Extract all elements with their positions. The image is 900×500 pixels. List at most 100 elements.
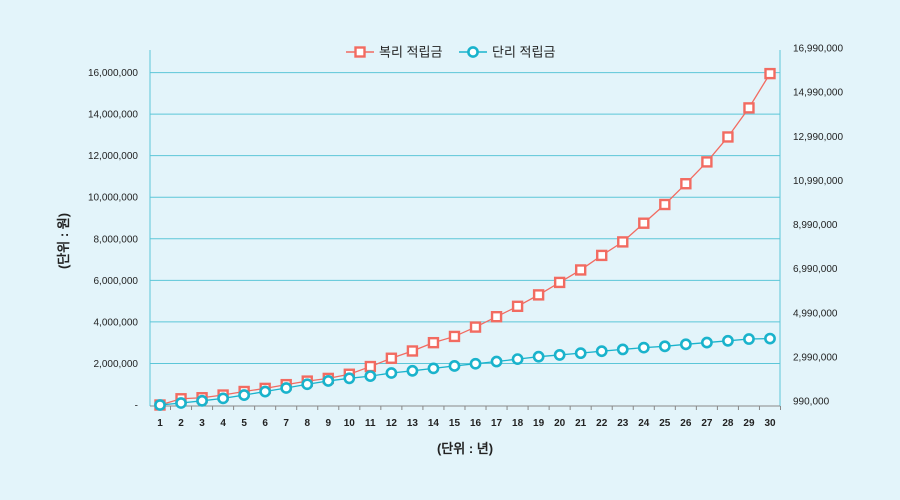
x-tick-label: 23	[617, 418, 629, 429]
series-2-point	[322, 375, 335, 387]
right-tick-label: 14,990,000	[793, 88, 843, 99]
series-2-point	[343, 372, 356, 385]
series-2-point	[259, 385, 272, 398]
series-1-point	[469, 321, 482, 333]
x-tick-label: 19	[533, 418, 545, 429]
left-tick-label: 8,000,000	[94, 234, 139, 245]
series-1-point	[553, 276, 566, 289]
right-tick-label: 8,990,000	[793, 220, 838, 231]
x-tick-label: 9	[325, 418, 331, 429]
x-tick-label: 5	[241, 418, 247, 429]
legend-label-1: 복리 적립금	[379, 45, 442, 60]
left-tick-label: 12,000,000	[88, 151, 138, 162]
x-tick-label: 18	[512, 418, 524, 429]
series-2-point	[490, 355, 503, 368]
legend-marker-square	[354, 46, 366, 58]
x-tick-label: 10	[344, 418, 356, 429]
series-1-point	[490, 310, 503, 323]
series-2-point	[427, 362, 440, 375]
left-tick-label: 2,000,000	[94, 359, 139, 370]
right-tick-label: 10,990,000	[793, 176, 843, 187]
right-tick-label: 990,000	[793, 397, 830, 408]
x-tick-label: 3	[199, 418, 205, 429]
x-tick-label: 17	[491, 418, 503, 429]
series-1-point	[617, 236, 629, 248]
left-tick-label: 6,000,000	[94, 276, 139, 287]
x-tick-label: 25	[659, 418, 671, 429]
x-tick-label: 27	[701, 418, 713, 429]
series-2-point	[637, 341, 650, 354]
series-1-point	[701, 156, 713, 168]
right-tick-label: 4,990,000	[793, 308, 838, 319]
series-2-point	[448, 360, 461, 372]
series-1-point	[659, 198, 671, 211]
series-2-point	[616, 343, 629, 356]
series-2-point	[743, 333, 755, 345]
left-tick-label: 16,000,000	[88, 68, 138, 79]
legend-marker-circle	[467, 46, 479, 58]
x-tick-label: 2	[178, 418, 184, 429]
x-tick-label: 29	[743, 418, 755, 429]
series-1-point	[532, 289, 545, 301]
series-2-point	[175, 397, 187, 409]
series-1-point	[764, 67, 776, 80]
series-1-point	[427, 336, 440, 349]
x-tick-label: 24	[638, 418, 650, 429]
series-line-2	[159, 337, 771, 406]
grid	[150, 72, 780, 364]
x-tick-label: 14	[428, 418, 440, 429]
x-tick-label: 15	[449, 418, 461, 429]
series-1-point	[448, 330, 461, 343]
series-1-point	[596, 249, 608, 262]
series-2-point	[511, 353, 524, 366]
x-tick-label: 7	[283, 418, 289, 429]
series-1-point	[638, 217, 650, 229]
right-tick-label: 6,990,000	[793, 264, 838, 275]
series-2-point	[595, 345, 608, 358]
x-tick-label: 6	[262, 418, 268, 429]
series-2-point	[658, 340, 671, 353]
series-1-point	[385, 352, 398, 364]
x-tick-label: 8	[304, 418, 310, 429]
series-1-point	[364, 360, 377, 373]
legend: 복리 적립금 단리 적립금	[346, 45, 555, 60]
series-1-point	[743, 102, 755, 114]
left-tick-label: 4,000,000	[94, 317, 139, 328]
series-2-point	[238, 389, 251, 401]
series-1-point	[406, 345, 419, 357]
series-2-point	[532, 350, 545, 363]
series-2-point	[764, 332, 776, 345]
right-tick-label: 12,990,000	[793, 132, 843, 143]
series-2-point	[301, 378, 314, 391]
x-tick-label: 26	[680, 418, 692, 429]
series-2-point	[364, 370, 377, 382]
series-2-point	[280, 382, 293, 394]
right-tick-label: 16,990,000	[793, 44, 843, 55]
series-1-point	[722, 131, 734, 143]
x-tick-label: 30	[764, 418, 776, 429]
x-tick-label: 28	[722, 418, 734, 429]
axes	[149, 50, 781, 407]
series-line-1	[159, 73, 771, 406]
left-tick-label: -	[135, 401, 138, 412]
x-tick-label: 20	[554, 418, 566, 429]
left-tick-label: 14,000,000	[88, 110, 138, 121]
series-2-point	[196, 394, 208, 407]
x-tick-label: 21	[575, 418, 587, 429]
series-2-point	[679, 338, 692, 351]
series-2-point	[385, 367, 398, 379]
legend-label-2: 단리 적립금	[492, 45, 555, 60]
series-2-point	[722, 334, 734, 347]
left-axis-ticks: - 2,000,000 4,000,000 6,000,000 8,000,000 10,…	[88, 68, 138, 411]
series-2-point	[217, 392, 230, 405]
y-axis-title: (단위 : 원)	[56, 213, 71, 269]
x-tick-label: 12	[386, 418, 398, 429]
series-layer	[154, 67, 776, 411]
series-2-point	[154, 399, 166, 411]
x-tick-label: 1	[157, 418, 163, 429]
series-1-point	[680, 178, 692, 190]
x-axis-ticks: 1 2 3 4 5 6 7 8 9 10 11 12 13 14 15 16 17 18 19 20 21 22 23 24 2…	[157, 406, 781, 429]
series-1-point	[511, 300, 524, 313]
series-2-point	[574, 347, 587, 360]
